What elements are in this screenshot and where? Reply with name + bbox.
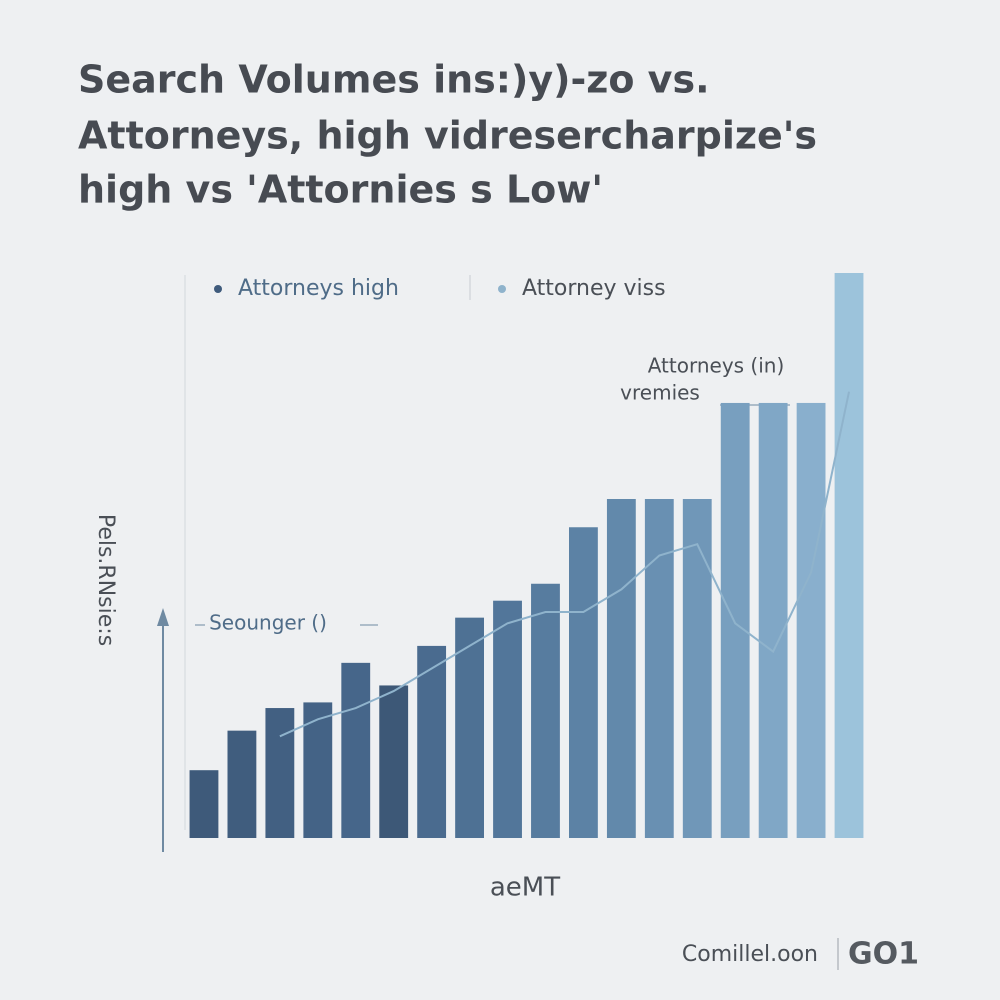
bar <box>606 499 636 838</box>
annotation: Seounger () <box>209 611 327 635</box>
bar <box>379 685 409 838</box>
bar <box>493 600 522 838</box>
bar <box>455 617 485 838</box>
annotation: vremies <box>620 381 700 405</box>
bar <box>758 402 788 838</box>
arrow-head <box>157 608 169 626</box>
title-line: high vs 'Attornies s Low' <box>78 168 603 212</box>
legend-marker <box>498 285 506 293</box>
title-line: Search Volumes ins:)y)-zo vs. <box>78 58 710 102</box>
bar <box>417 645 447 838</box>
title-line: Attorneys, high vidresercharpize's <box>78 114 817 158</box>
bar <box>568 527 598 838</box>
bar <box>189 770 219 838</box>
line <box>279 391 851 738</box>
x-axis-label: aeMT <box>490 873 560 903</box>
annotation: Attorneys (in) <box>648 354 785 378</box>
bar <box>796 402 826 838</box>
bar <box>303 702 333 838</box>
bar <box>644 499 674 838</box>
bar <box>265 708 295 838</box>
y-axis-label: Pels.RNsie:s <box>93 514 118 646</box>
legend-label: Attorneys high <box>238 276 399 301</box>
footer-text: Comillel.oon <box>682 942 818 967</box>
legend-marker <box>214 285 222 293</box>
footer-logo: GO1 <box>848 937 919 972</box>
bar <box>720 402 750 838</box>
bar <box>531 583 560 838</box>
bar <box>834 273 864 838</box>
bar <box>227 730 257 838</box>
legend-label: Attorney viss <box>522 276 666 301</box>
bar <box>341 662 371 838</box>
bar <box>682 499 712 838</box>
